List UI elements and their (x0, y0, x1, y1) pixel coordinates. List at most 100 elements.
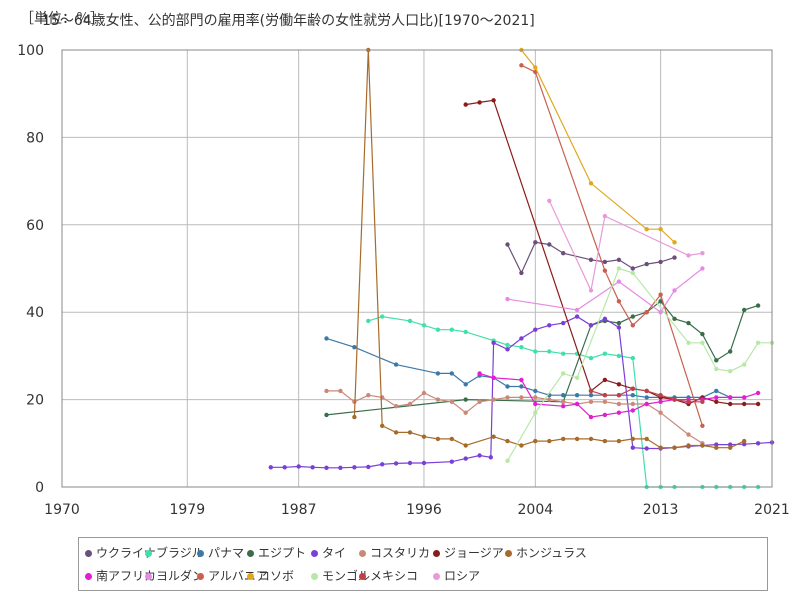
data-point (477, 371, 482, 376)
data-point (755, 401, 761, 407)
data-point (533, 438, 538, 444)
data-point (421, 434, 427, 439)
data-point (630, 270, 635, 276)
data-point (588, 181, 594, 186)
legend-marker (433, 550, 440, 557)
data-point (574, 393, 580, 398)
data-point (519, 384, 524, 389)
data-point (533, 240, 538, 245)
data-point (393, 461, 399, 466)
data-point (393, 362, 399, 367)
data-point (488, 455, 493, 460)
data-point (463, 382, 468, 387)
legend-item: ホンジュラス (505, 544, 587, 561)
x-tick-label: 1970 (44, 502, 80, 518)
data-point (658, 393, 663, 398)
data-point (449, 327, 454, 332)
data-point (407, 460, 413, 466)
data-point (435, 436, 441, 442)
data-point (519, 336, 524, 341)
data-point (658, 399, 663, 404)
data-point (519, 270, 524, 276)
data-point (547, 198, 552, 203)
series-10 (519, 63, 705, 428)
data-point (547, 323, 552, 328)
data-point (672, 255, 677, 260)
data-point (561, 393, 566, 398)
legend-label: モンゴル (322, 569, 371, 583)
data-point (616, 257, 622, 262)
data-point (630, 266, 635, 271)
legend-item: エジプト (247, 544, 306, 561)
legend-label: パナマ (208, 546, 245, 560)
data-point (602, 377, 608, 383)
legend-label: 南アフリカ (96, 569, 157, 583)
legend-item: ヨルダン (145, 567, 204, 584)
data-point (672, 445, 677, 450)
data-point (742, 307, 747, 313)
data-point (728, 349, 733, 354)
data-point (672, 316, 677, 321)
data-point (588, 399, 594, 404)
series-0 (505, 240, 677, 276)
data-point (505, 242, 510, 247)
legend-marker (197, 573, 204, 580)
x-tick-label: 1996 (406, 502, 442, 518)
data-point (477, 100, 482, 105)
series-13 (588, 386, 705, 404)
data-point (616, 401, 622, 407)
data-point (324, 465, 329, 470)
data-point (338, 465, 343, 470)
x-tick-label: 2021 (754, 502, 790, 518)
data-point (658, 310, 663, 315)
data-point (407, 430, 413, 435)
legend-item: モンゴル (311, 567, 370, 584)
data-point (630, 401, 635, 407)
y-tick-label: 60 (26, 218, 44, 234)
data-point (700, 423, 705, 428)
data-point (714, 388, 719, 394)
data-point (700, 251, 705, 256)
data-point (755, 441, 761, 446)
data-point (658, 299, 663, 304)
data-point (728, 395, 733, 400)
data-point (658, 259, 663, 265)
data-point (714, 366, 719, 372)
data-point (505, 347, 510, 352)
legend-item: ジョージア (433, 544, 504, 561)
series-7 (352, 47, 747, 450)
data-point (714, 442, 719, 447)
data-point (449, 436, 454, 442)
data-point (366, 393, 371, 398)
legend-label: アルバニア (208, 569, 268, 583)
data-point (644, 310, 649, 315)
data-point (393, 404, 399, 409)
data-point (310, 465, 315, 470)
data-point (463, 443, 468, 448)
legend-label: エジプト (258, 546, 307, 560)
data-point (658, 227, 663, 232)
data-point (547, 349, 552, 354)
data-point (324, 412, 329, 418)
data-point (644, 401, 649, 407)
data-point (742, 395, 747, 400)
data-point (728, 401, 733, 407)
data-point (630, 393, 635, 398)
plot-frame (61, 49, 773, 488)
legend-marker (247, 573, 254, 580)
series-line (520, 49, 675, 243)
data-point (616, 438, 622, 444)
data-point (630, 323, 635, 328)
chart-title: 15～64歳女性、公的部門の雇用率(労働年齢の女性就労人口比)[1970～202… (42, 13, 535, 29)
data-point (602, 438, 608, 444)
legend: ウクライナ ブラジル パナマ エジプト タイ コスタリカ ジョージア ホンジュラス 南アフリカヨ… (78, 537, 768, 591)
legend-label: コスタリカ (370, 546, 431, 560)
data-point (755, 390, 761, 396)
data-point (533, 395, 538, 400)
data-point (644, 446, 649, 451)
series-line (465, 99, 759, 405)
data-point (658, 292, 663, 297)
data-point (755, 303, 761, 308)
legend-label: タイ (322, 546, 347, 560)
